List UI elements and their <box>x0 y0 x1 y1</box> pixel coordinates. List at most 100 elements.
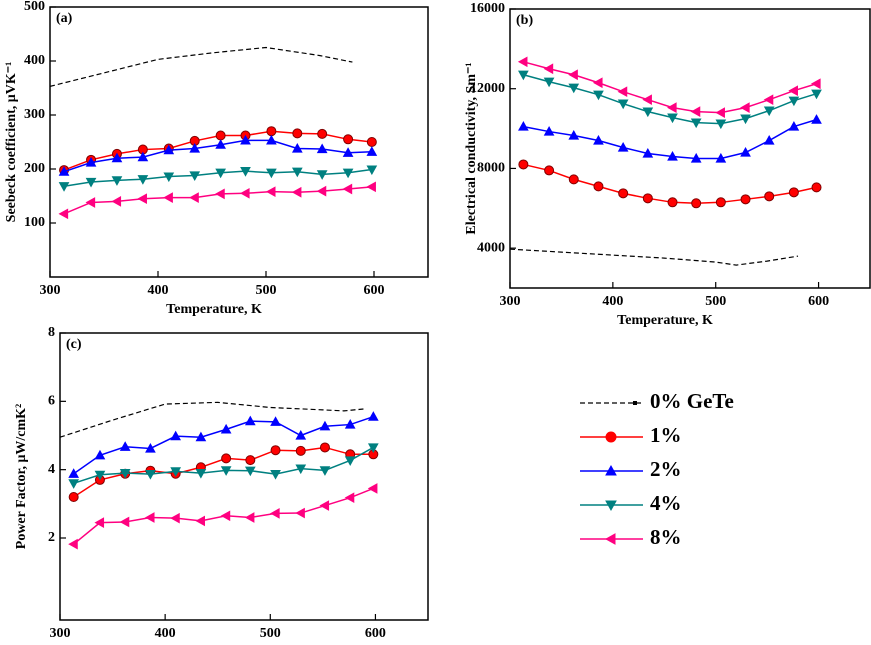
data-point <box>811 182 822 193</box>
legend-label: 4% <box>650 491 682 515</box>
y-tick-label: 8000 <box>477 161 505 176</box>
data-point <box>763 106 775 117</box>
data-point <box>189 171 201 182</box>
data-point <box>94 517 105 528</box>
data-point <box>366 137 377 147</box>
data-point <box>764 191 775 202</box>
data-point <box>715 197 726 208</box>
data-point <box>343 134 354 145</box>
data-point <box>163 172 175 183</box>
data-point <box>195 468 207 479</box>
data-point <box>94 449 106 460</box>
data-point <box>366 146 378 156</box>
data-point <box>68 479 80 489</box>
data-point <box>518 70 529 81</box>
x-tick-label: 400 <box>155 626 176 641</box>
data-point <box>342 147 354 157</box>
series-line <box>49 46 353 87</box>
data-point <box>543 126 555 136</box>
data-point <box>291 142 303 153</box>
y-axis-label: Electrical conductivity, Sm⁻¹ <box>464 62 479 234</box>
data-point <box>366 181 376 193</box>
data-point <box>270 416 281 426</box>
data-point <box>642 147 654 158</box>
x-axis-label: Temperature, K <box>617 313 713 328</box>
plot-frame <box>49 6 429 278</box>
data-point <box>291 186 302 198</box>
y-axis-label: Power Factor, μW/cmK² <box>14 404 29 549</box>
data-point <box>85 177 97 188</box>
data-point <box>691 198 702 209</box>
data-point <box>119 516 130 528</box>
data-point <box>111 196 122 207</box>
legend-marker <box>605 431 617 443</box>
data-point <box>119 468 131 479</box>
y-tick-label: 8 <box>48 325 55 340</box>
data-point <box>319 420 331 431</box>
data-point <box>740 146 751 157</box>
data-point <box>763 134 775 145</box>
data-point <box>295 445 306 456</box>
y-tick-label: 300 <box>24 107 45 122</box>
legend-label: 1% <box>650 423 682 447</box>
data-point <box>344 492 355 504</box>
data-point <box>642 107 654 118</box>
data-point <box>265 186 276 198</box>
panel-label: (a) <box>56 11 73 26</box>
data-point <box>189 192 199 203</box>
x-tick-label: 600 <box>808 294 829 309</box>
data-point <box>85 197 96 208</box>
x-tick-label: 600 <box>365 626 386 641</box>
data-point <box>239 187 250 199</box>
data-point <box>543 63 554 75</box>
y-tick-label: 6 <box>48 394 55 409</box>
data-point <box>85 156 97 167</box>
x-tick-label: 300 <box>40 283 61 298</box>
data-point <box>788 96 800 107</box>
series-line <box>73 446 374 485</box>
data-point <box>291 167 303 178</box>
data-point <box>810 78 821 90</box>
series-line <box>509 248 799 266</box>
data-point <box>170 512 180 524</box>
data-point <box>68 492 79 502</box>
data-point <box>137 193 147 205</box>
data-point <box>617 141 629 152</box>
legend-marker <box>605 464 617 476</box>
data-point <box>811 114 822 124</box>
data-point <box>319 500 330 511</box>
data-point <box>642 193 653 204</box>
data-point <box>667 150 678 161</box>
data-point <box>715 107 725 118</box>
plot-frame <box>509 8 871 289</box>
data-point <box>111 152 123 163</box>
data-point <box>544 165 555 176</box>
x-tick-label: 500 <box>260 626 281 641</box>
data-point <box>163 192 173 203</box>
legend-marker <box>604 533 616 545</box>
data-point <box>316 170 328 180</box>
x-tick-label: 500 <box>705 294 726 309</box>
series-line <box>59 401 365 438</box>
data-point <box>215 188 225 200</box>
data-point <box>266 126 277 137</box>
data-point <box>144 512 155 523</box>
data-point <box>366 165 378 176</box>
y-tick-label: 2 <box>48 530 55 545</box>
data-point <box>145 470 156 480</box>
data-point <box>195 431 207 442</box>
data-point <box>568 69 578 81</box>
data-point <box>295 464 307 475</box>
x-tick-label: 600 <box>364 283 385 298</box>
data-point <box>266 134 277 145</box>
legend-marker <box>633 401 637 405</box>
y-tick-label: 400 <box>24 53 45 68</box>
data-point <box>715 152 727 163</box>
data-point <box>244 415 256 426</box>
data-point <box>788 187 799 198</box>
data-point <box>94 470 106 481</box>
data-point <box>666 102 677 113</box>
data-point <box>170 430 182 441</box>
data-point <box>788 85 798 97</box>
data-point <box>319 442 330 453</box>
